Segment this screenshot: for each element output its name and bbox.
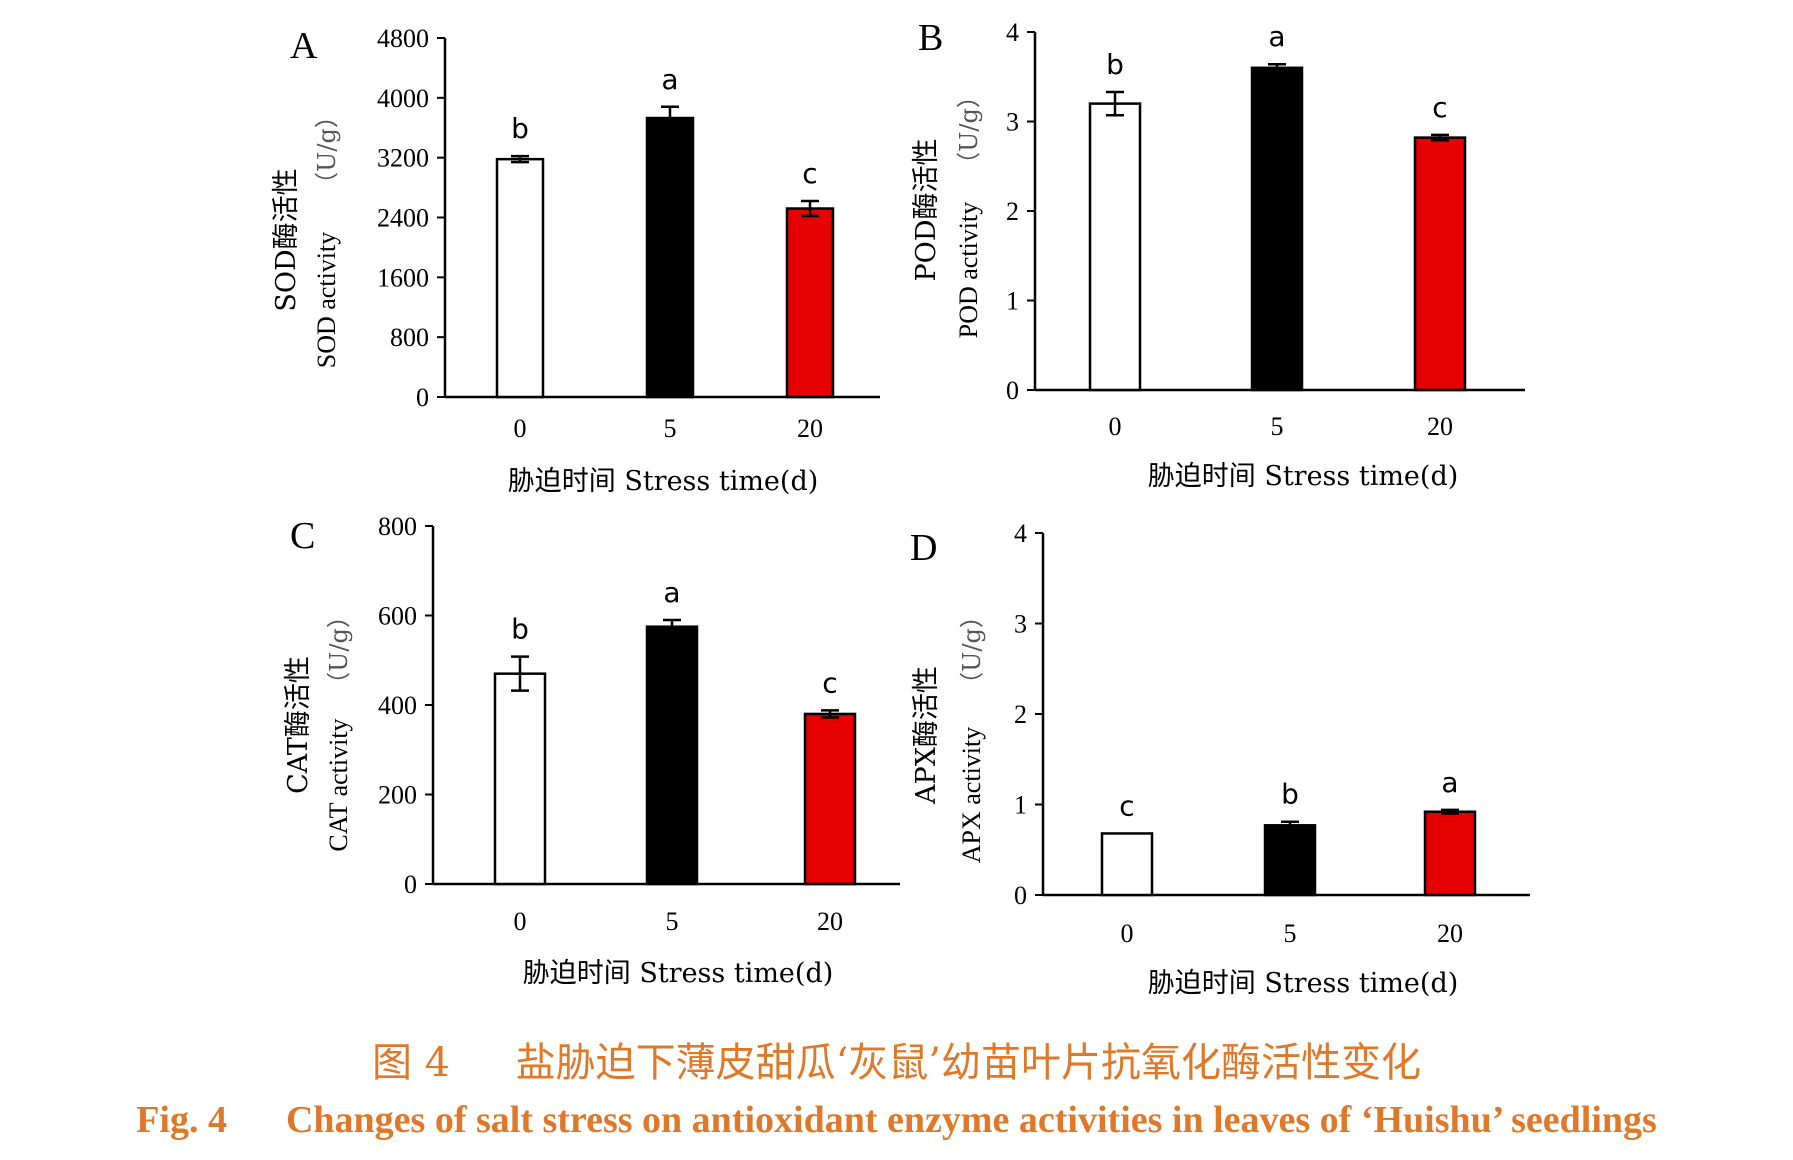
caption-english: Fig. 4 Changes of salt stress on antioxi… [0, 1098, 1793, 1142]
caption-en-number: Fig. 4 [136, 1099, 227, 1141]
caption-cn-number: 图 4 [371, 1040, 451, 1086]
panel-a-y-tick-label: 0 [416, 383, 429, 412]
panel-c-x-tick-label: 5 [666, 907, 679, 936]
panel-c-bar [645, 625, 699, 886]
panel-d-significance-letter: c [1119, 789, 1134, 822]
panel-a-y-tick-label: 4000 [377, 84, 429, 113]
panel-d-y-tick-label: 1 [1014, 791, 1027, 820]
panel-d-y-tick-label: 4 [1014, 519, 1027, 548]
panel-c-significance-letter: b [511, 613, 529, 646]
panel-a-y-tick-label: 2400 [377, 204, 429, 233]
panel-c-bar [493, 672, 547, 886]
panel-c-x-axis-label: 胁迫时间 Stress time(d) [523, 958, 834, 989]
caption-en-text: Changes of salt stress on antioxidant en… [285, 1099, 1657, 1141]
panel-d-y-axis-label-en: APX activity [957, 727, 986, 864]
panel-c-y-axis-label-en: CAT activity [324, 718, 353, 851]
panel-a-y-axis-label-cn: SOD酶活性 [271, 168, 302, 311]
panel-a-significance-letter: a [661, 63, 678, 96]
panel-c-y-tick-label: 600 [378, 602, 417, 631]
panel-a-x-tick-label: 0 [514, 414, 527, 443]
panel-c-x-tick-label: 20 [817, 907, 843, 936]
caption-chinese: 图 4 盐胁迫下薄皮甜瓜‘灰鼠’幼苗叶片抗氧化酶活性变化 [0, 1030, 1793, 1088]
panel-b-y-axis-label-cn: POD酶活性 [911, 139, 942, 282]
panel-c-significance-letter: c [822, 666, 837, 699]
panel-c-y-axis-unit: （U/g） [325, 604, 353, 696]
panel-c-y-tick-label: 400 [378, 691, 417, 720]
panel-d-y-tick-label: 2 [1014, 700, 1027, 729]
panel-b-bar [1088, 102, 1142, 392]
panel-d-x-axis-label: 胁迫时间 Stress time(d) [1148, 968, 1459, 999]
panel-a-bar [495, 157, 545, 399]
panel-b-y-axis-label-en: POD activity [954, 202, 983, 339]
panel-a-y-tick-label: 4800 [377, 24, 429, 53]
panel-b-significance-letter: a [1268, 20, 1285, 53]
panel-b-y-tick-label: 1 [1006, 287, 1019, 316]
panel-c-y-tick-label: 200 [378, 781, 417, 810]
panel-d-x-tick-label: 5 [1284, 919, 1297, 948]
panel-a-y-tick-label: 3200 [377, 144, 429, 173]
panel-b-x-tick-label: 0 [1109, 412, 1122, 441]
panel-b-x-tick-label: 20 [1427, 412, 1453, 441]
panel-d-x-tick-label: 20 [1437, 919, 1463, 948]
panel-b-bar [1250, 66, 1304, 392]
panel-a-y-tick-label: 1600 [377, 263, 429, 292]
panel-b-x-tick-label: 5 [1271, 412, 1284, 441]
panel-a-y-tick-label: 800 [390, 323, 429, 352]
panel-d-y-axis-label-cn: APX酶活性 [911, 666, 942, 805]
panel-d-bar [1263, 824, 1317, 897]
panel-b-x-axis-label: 胁迫时间 Stress time(d) [1148, 461, 1459, 492]
panel-d-significance-letter: a [1441, 766, 1458, 799]
caption-cn-text: 盐胁迫下薄皮甜瓜‘灰鼠’幼苗叶片抗氧化酶活性变化 [515, 1040, 1422, 1086]
panel-a-significance-letter: b [511, 112, 529, 145]
panel-c-letter: C [290, 515, 315, 557]
panel-d-x-tick-label: 0 [1121, 919, 1134, 948]
panel-c-significance-letter: a [663, 576, 680, 609]
panel-b-y-tick-label: 0 [1006, 376, 1019, 405]
panel-c-y-tick-label: 800 [378, 512, 417, 541]
panel-d-bar [1100, 832, 1154, 897]
panel-c-bar [803, 712, 857, 886]
panel-a-x-axis-label: 胁迫时间 Stress time(d) [508, 466, 819, 497]
panel-b-y-tick-label: 4 [1006, 18, 1019, 47]
panel-a-y-axis-label-en: SOD activity [312, 232, 341, 369]
panel-b-significance-letter: b [1106, 48, 1124, 81]
panel-d-y-tick-label: 0 [1014, 881, 1027, 910]
panel-a-bar [785, 207, 835, 399]
panel-c-y-axis-label-cn: CAT酶活性 [283, 656, 314, 794]
panel-b-y-tick-label: 2 [1006, 197, 1019, 226]
panel-d-bar [1423, 810, 1477, 897]
panel-d-y-tick-label: 3 [1014, 610, 1027, 639]
panel-a-y-axis-unit: （U/g） [313, 104, 341, 196]
panel-c-x-tick-label: 0 [514, 907, 527, 936]
panel-a-x-tick-label: 5 [664, 414, 677, 443]
panel-b-y-tick-label: 3 [1006, 108, 1019, 137]
panel-a-x-tick-label: 20 [797, 414, 823, 443]
panel-a-bar [645, 116, 695, 399]
panel-a-letter: A [290, 25, 318, 67]
panel-b-significance-letter: c [1432, 91, 1447, 124]
panel-b-y-axis-unit: （U/g） [955, 84, 983, 176]
panel-a-significance-letter: c [802, 157, 817, 190]
panel-b-bar [1413, 136, 1467, 392]
panel-b-letter: B [918, 17, 943, 59]
panel-d-y-axis-unit: （U/g） [958, 604, 986, 696]
panel-d-significance-letter: b [1281, 778, 1299, 811]
panel-c-y-tick-label: 0 [404, 870, 417, 899]
panel-d-letter: D [910, 527, 937, 569]
